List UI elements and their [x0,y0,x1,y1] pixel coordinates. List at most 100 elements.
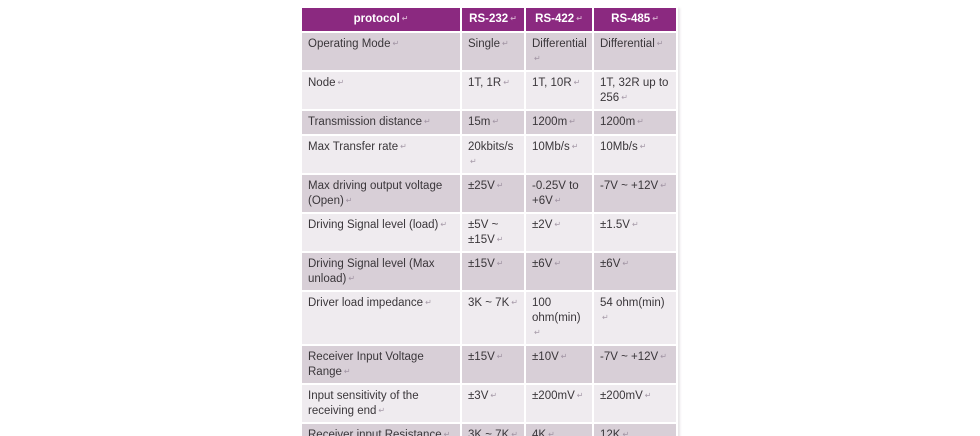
table-body: Operating Mode ↵ Single ↵ Differential↵ Diffe… [302,33,676,436]
row-label-cell: Input sensitivity of the receiving end ↵ [302,385,460,422]
cell-text: Node [308,77,336,89]
paragraph-mark-icon: ↵ [440,220,448,229]
cell-text: ±10V [532,351,559,363]
cell-text: 20kbits/s [468,141,514,153]
cell-text: 54 ohm(min) [600,297,665,309]
row-label-cell: Receiver input Resistance ↵ [302,424,460,436]
cell-text: ±15V [468,258,495,270]
row-label-cell: Receiver Input Voltage Range ↵ [302,346,460,383]
cell-text: -7V ~ +12V [600,180,659,192]
paragraph-mark-icon: ↵ [534,328,541,337]
cell-text: -0.25V to +6V [532,180,579,207]
value-cell: 15m ↵ [462,111,524,134]
row-label-cell: Operating Mode ↵ [302,33,460,70]
paragraph-mark-icon: ↵ [443,430,451,436]
paragraph-mark-icon: ↵ [492,117,500,126]
paragraph-mark-icon: ↵ [392,39,400,48]
table-row: Node ↵ 1T, 1R ↵ 1T, 10R ↵ 1T, 32R up to 256 ↵ [302,72,676,109]
paragraph-mark-icon: ↵ [560,352,568,361]
value-cell: 3K ~ 7K ↵ [462,292,524,344]
table-row: Driving Signal level (load) ↵ ±5V ~ ±15V ↵ ±… [302,214,676,251]
header-cell-rs232: RS-232 ↵ [462,8,524,31]
paragraph-mark-icon: ↵ [652,14,659,23]
value-cell: 4K ↵ [526,424,592,436]
cell-text: ±1.5V [600,219,630,231]
table-row: Transmission distance ↵ 15m ↵ 1200m ↵ 1200m ↵ [302,111,676,134]
cell-text: Driver load impedance [308,297,424,309]
value-cell: ±1.5V ↵ [594,214,676,251]
cell-text: ±6V [532,258,553,270]
cell-text: ±15V [468,351,495,363]
cell-text: Transmission distance [308,116,422,128]
cell-text: 3K ~ 7K [468,429,510,436]
cell-text: ±200mV [600,390,643,402]
cell-text: ±6V [600,258,621,270]
paragraph-mark-icon: ↵ [637,117,644,126]
value-cell: 1T, 32R up to 256 ↵ [594,72,676,109]
cell-text: Max Transfer rate [308,141,399,153]
cell-text: 100 ohm(min) [532,297,581,324]
paragraph-mark-icon: ↵ [425,298,432,307]
paragraph-mark-icon: ↵ [644,391,652,400]
paragraph-mark-icon: ↵ [348,274,356,283]
value-cell: ±15V ↵ [462,253,524,290]
value-cell: ±3V ↵ [462,385,524,422]
header-cell-protocol: protocol ↵ [302,8,460,31]
paragraph-mark-icon: ↵ [622,259,630,268]
paragraph-mark-icon: ↵ [343,367,351,376]
value-cell: 1T, 10R ↵ [526,72,592,109]
value-cell: -7V ~ +12V ↵ [594,175,676,212]
cell-text: ±2V [532,219,553,231]
cell-text: ±5V ~ ±15V [468,219,499,246]
paragraph-mark-icon: ↵ [501,39,509,48]
paragraph-mark-icon: ↵ [656,39,664,48]
header-cell-rs422: RS-422 ↵ [526,8,592,31]
value-cell: Differential↵ [526,33,592,70]
paragraph-mark-icon: ↵ [622,430,630,436]
cell-text: 1T, 10R [532,77,572,89]
cell-text: 4K [532,429,547,436]
cell-text: Driving Signal level (Max unload) [308,258,435,285]
value-cell: Differential↵ [594,33,676,70]
row-label-cell: Driving Signal level (load) ↵ [302,214,460,251]
paragraph-mark-icon: ↵ [400,142,407,151]
table-row: Driving Signal level (Max unload) ↵ ±15V ↵ ±… [302,253,676,290]
cell-text: Differential [600,38,655,50]
value-cell: -0.25V to +6V ↵ [526,175,592,212]
cell-text: 10Mb/s [532,141,570,153]
cell-text: Receiver Input Voltage Range [308,351,424,378]
paragraph-mark-icon: ↵ [423,117,431,126]
cell-text: 1200m [600,116,636,128]
value-cell: ±10V ↵ [526,346,592,383]
table-row: Receiver input Resistance ↵ 3K ~ 7K ↵ 4K ↵ 12K… [302,424,676,436]
paragraph-mark-icon: ↵ [511,298,518,307]
paragraph-mark-icon: ↵ [503,78,510,87]
paragraph-mark-icon: ↵ [554,259,562,268]
row-label-cell: Node ↵ [302,72,460,109]
cell-text: 10Mb/s [600,141,638,153]
paragraph-mark-icon: ↵ [554,220,562,229]
paragraph-mark-icon: ↵ [534,54,541,63]
row-label-cell: Driving Signal level (Max unload) ↵ [302,253,460,290]
cell-text: -7V ~ +12V [600,351,659,363]
paragraph-mark-icon: ↵ [401,14,409,23]
cell-text: Receiver input Resistance [308,429,442,436]
row-label-cell: Driver load impedance ↵ [302,292,460,344]
protocol-comparison-table: protocol ↵ RS-232 ↵ RS-422 ↵ RS-485 ↵ Operat… [300,6,678,436]
table-row: Driver load impedance ↵ 3K ~ 7K ↵ 100 ohm(mi… [302,292,676,344]
paragraph-mark-icon: ↵ [470,157,477,166]
value-cell: ±15V ↵ [462,346,524,383]
paragraph-mark-icon: ↵ [490,391,498,400]
value-cell: ±6V ↵ [526,253,592,290]
cell-text: Driving Signal level (load) [308,219,439,231]
value-cell: 20kbits/s ↵ [462,136,524,173]
spec-table: protocol ↵ RS-232 ↵ RS-422 ↵ RS-485 ↵ Operat… [300,6,678,436]
value-cell: ±2V ↵ [526,214,592,251]
paragraph-mark-icon: ↵ [548,430,555,436]
header-row: protocol ↵ RS-232 ↵ RS-422 ↵ RS-485 ↵ [302,8,676,31]
cell-text: Max driving output voltage (Open) [308,180,443,207]
paragraph-mark-icon: ↵ [569,117,576,126]
cell-text: ±3V [468,390,489,402]
value-cell: 54 ohm(min) ↵ [594,292,676,344]
